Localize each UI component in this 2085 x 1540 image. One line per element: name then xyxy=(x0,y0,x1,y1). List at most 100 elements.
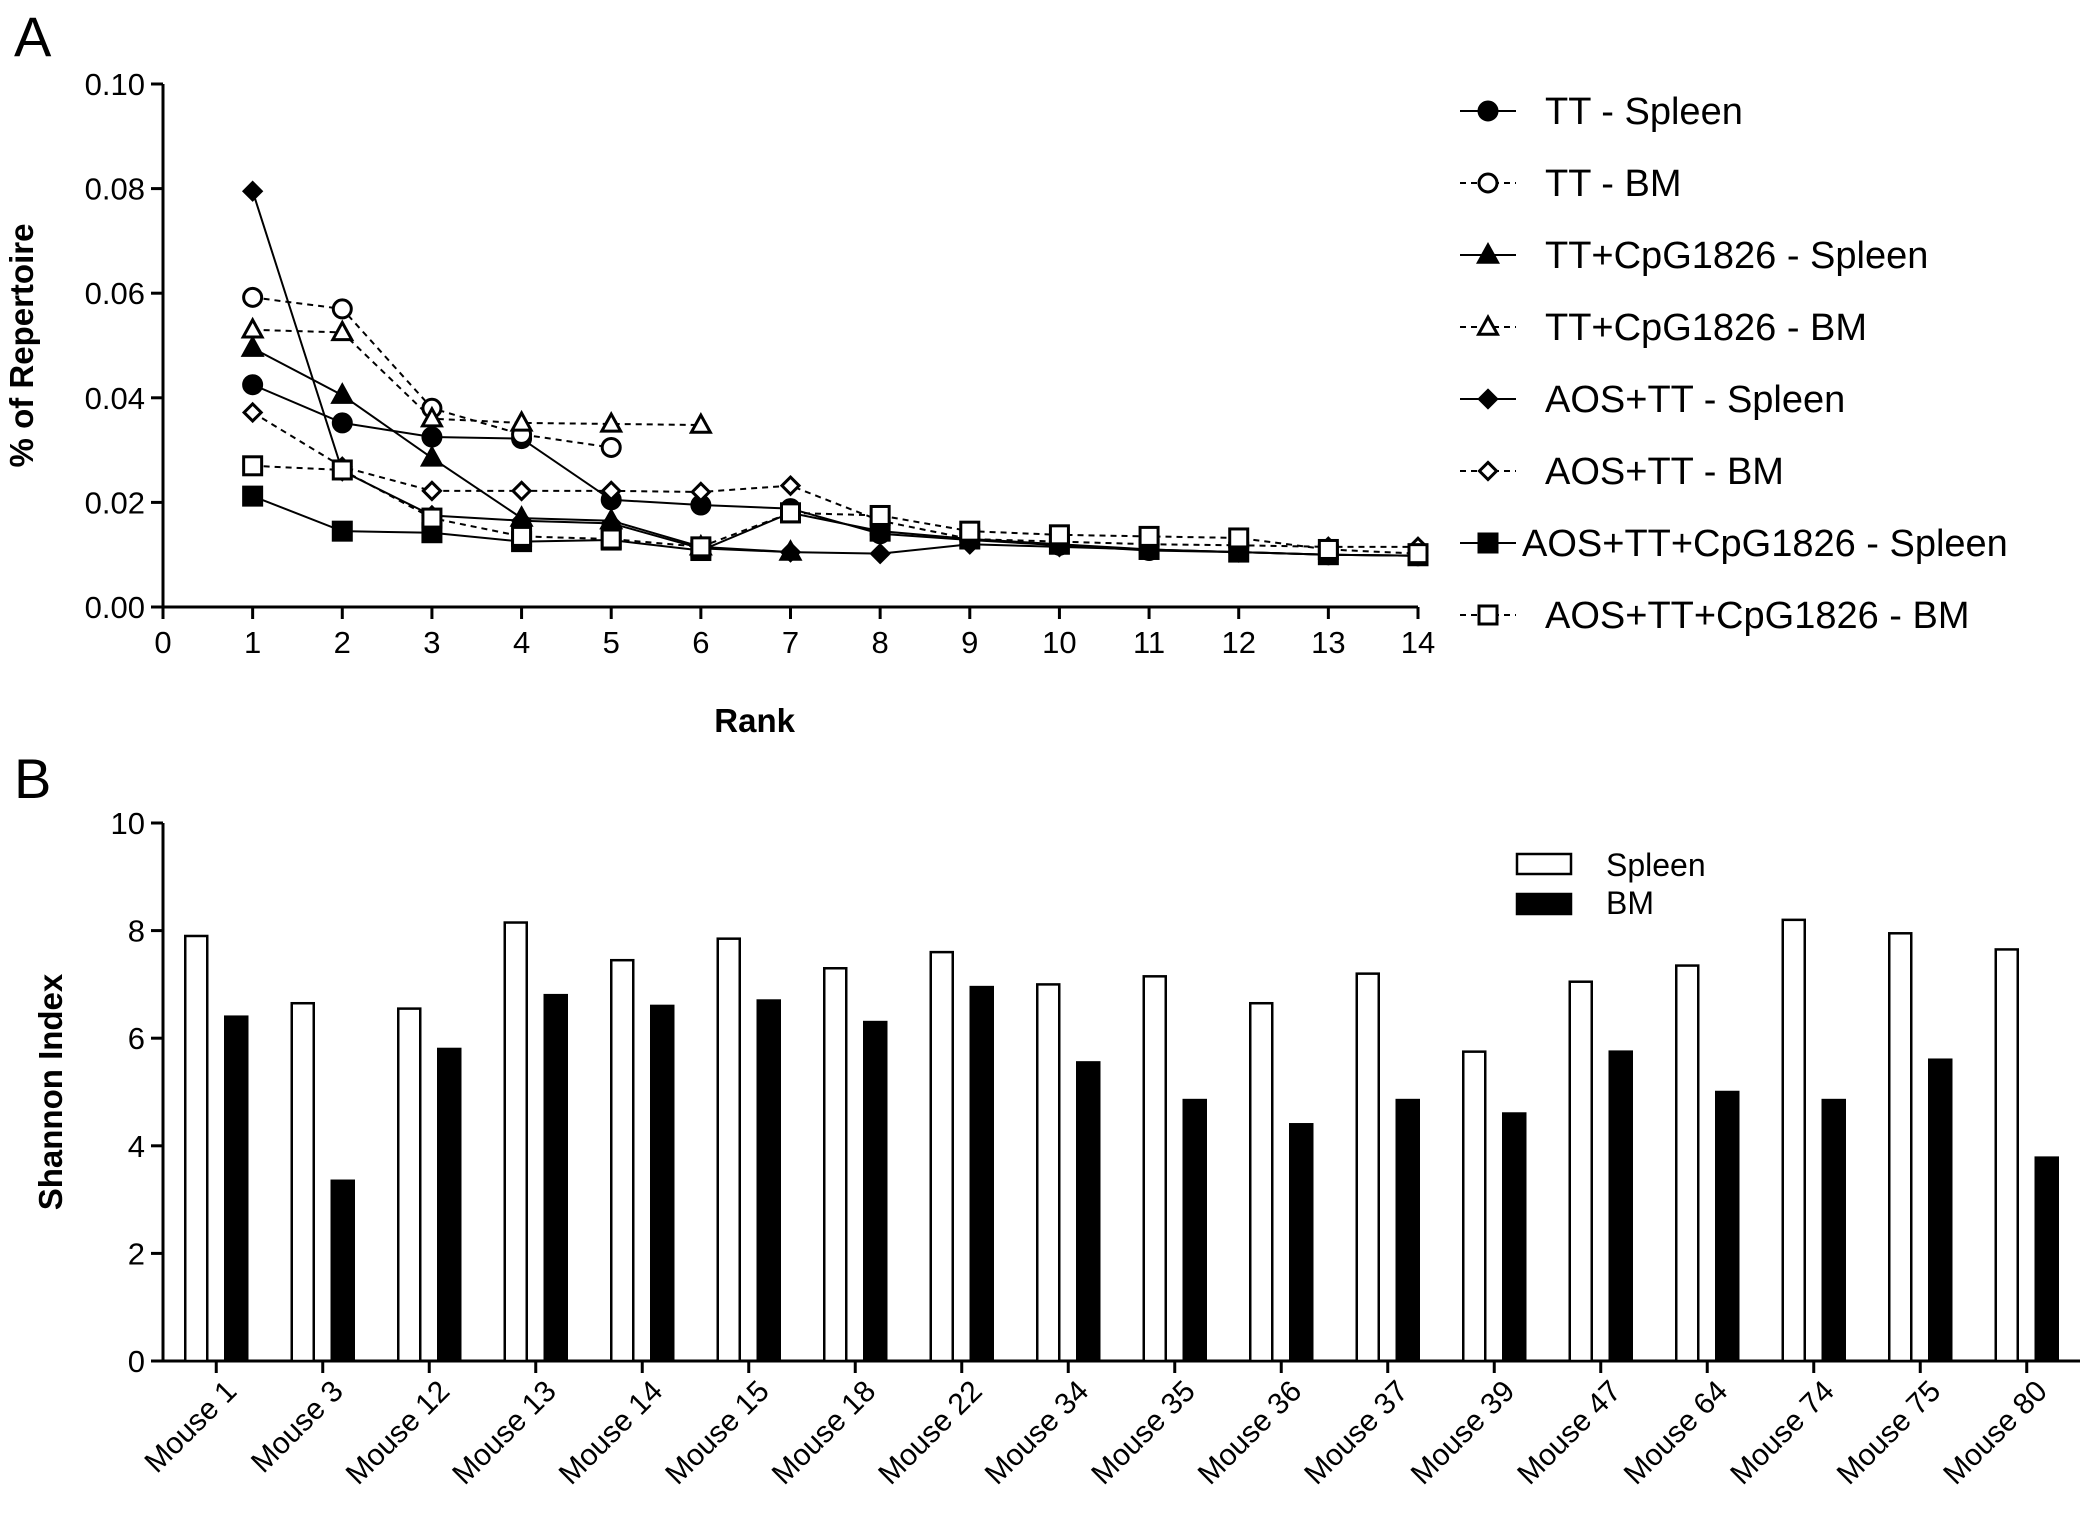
panel-a-x-tick-label: 6 xyxy=(692,625,709,660)
panel-b-category-label: Mouse 34 xyxy=(979,1375,1095,1491)
bar-spleen-mouse-13 xyxy=(503,921,528,1363)
bar-bm-mouse-39 xyxy=(1502,1112,1527,1363)
bar-bm-mouse-1 xyxy=(224,1015,249,1363)
legend-swatch-bm xyxy=(1515,892,1573,916)
legend-marker-tt-spleen xyxy=(1477,100,1499,122)
data-point-tt-cpg1826-bm xyxy=(330,319,355,342)
data-point-aos-tt-cpg1826-bm xyxy=(690,536,712,558)
panel-a-x-tick-label: 14 xyxy=(1401,625,1435,660)
panel-a-x-tick-label: 5 xyxy=(603,625,620,660)
panel-b-y-tick-label: 10 xyxy=(111,806,145,841)
panel-a-x-tick-label: 1 xyxy=(244,625,261,660)
data-point-aos-tt-bm xyxy=(241,401,264,424)
data-point-aos-tt-spleen xyxy=(779,541,802,563)
panel-b-category-label: Mouse 39 xyxy=(1405,1375,1521,1491)
legend-item-bm: BM xyxy=(1515,885,1654,921)
data-point-aos-tt-cpg1826-spleen xyxy=(331,520,353,542)
bar-spleen-mouse-14 xyxy=(610,958,635,1363)
legend-swatch-spleen xyxy=(1515,852,1573,876)
panel-b-category-label: Mouse 35 xyxy=(1085,1375,1201,1491)
panel-a-label: A xyxy=(14,5,52,68)
bar-bm-mouse-18 xyxy=(863,1020,888,1363)
panel-b-category-label: Mouse 1 xyxy=(138,1375,243,1480)
data-point-aos-tt-cpg1826-bm xyxy=(1228,527,1250,549)
legend-label-tt-cpg1826-bm: TT+CpG1826 - BM xyxy=(1545,307,1867,349)
panel-b-y-tick-label: 4 xyxy=(128,1129,145,1164)
legend-marker-tt-cpg1826-bm xyxy=(1476,313,1500,336)
bar-bm-mouse-13 xyxy=(543,993,568,1363)
data-point-aos-tt-cpg1826-bm xyxy=(1138,525,1160,547)
panel-b-category-label: Mouse 22 xyxy=(872,1375,988,1491)
panel-a-x-tick-label: 12 xyxy=(1221,625,1255,660)
data-point-tt-cpg1826-bm xyxy=(509,409,534,432)
data-point-aos-tt-cpg1826-bm xyxy=(1407,543,1429,565)
panel-a-x-tick-label: 13 xyxy=(1311,625,1345,660)
data-point-aos-tt-cpg1826-bm xyxy=(242,455,264,477)
panel-b-y-tick-label: 2 xyxy=(128,1236,145,1271)
panel-b-category-label: Mouse 15 xyxy=(659,1375,775,1491)
panel-b-category-label: Mouse 13 xyxy=(446,1375,562,1491)
series-line-tt-cpg1826-bm xyxy=(252,328,701,426)
panel-a-y-tick-label: 0.02 xyxy=(85,485,145,520)
legend-item-tt-bm: TT - BM xyxy=(1460,163,1682,205)
legend-marker-tt-cpg1826-spleen xyxy=(1476,241,1500,264)
bar-spleen-mouse-74 xyxy=(1781,918,1806,1363)
panel-b-category-label: Mouse 36 xyxy=(1192,1375,1308,1491)
panel-a-x-tick-label: 9 xyxy=(961,625,978,660)
panel-a-y-tick-label: 0.10 xyxy=(85,67,145,102)
data-point-aos-tt-bm xyxy=(779,474,802,497)
panel-a-x-tick-label: 7 xyxy=(782,625,799,660)
panel-b-label: B xyxy=(14,747,51,810)
panel-a-x-tick-label: 4 xyxy=(513,625,530,660)
legend-item-tt-cpg1826-bm: TT+CpG1826 - BM xyxy=(1460,307,1867,349)
data-point-aos-tt-cpg1826-bm xyxy=(331,459,353,481)
series-line-aos-tt-bm xyxy=(252,411,1418,548)
data-point-aos-tt-cpg1826-bm xyxy=(421,507,443,529)
data-point-aos-tt-cpg1826-bm xyxy=(1048,524,1070,546)
data-point-tt-cpg1826-spleen xyxy=(419,444,444,467)
data-point-aos-tt-cpg1826-bm xyxy=(600,528,622,550)
bar-bm-mouse-47 xyxy=(1608,1050,1633,1363)
data-point-aos-tt-cpg1826-bm xyxy=(959,520,981,542)
legend-marker-aos-tt-spleen xyxy=(1477,388,1499,410)
bar-spleen-mouse-80 xyxy=(1994,948,2019,1363)
legend-item-aos-tt-cpg1826-spleen: AOS+TT+CpG1826 - Spleen xyxy=(1460,523,2008,565)
bar-spleen-mouse-12 xyxy=(397,1007,422,1363)
legend-item-tt-cpg1826-spleen: TT+CpG1826 - Spleen xyxy=(1460,235,1928,277)
panel-a-y-tick-label: 0.00 xyxy=(85,590,145,625)
data-point-tt-spleen xyxy=(331,412,353,434)
panel-b-category-label: Mouse 14 xyxy=(553,1375,669,1491)
bar-bm-mouse-36 xyxy=(1289,1123,1314,1363)
legend-label-aos-tt-cpg1826-bm: AOS+TT+CpG1826 - BM xyxy=(1545,595,1970,637)
panel-a-x-tick-label: 3 xyxy=(423,625,440,660)
panel-a-y-tick-label: 0.06 xyxy=(85,276,145,311)
legend-item-tt-spleen: TT - Spleen xyxy=(1460,91,1743,133)
data-point-tt-cpg1826-bm xyxy=(688,411,713,434)
panel-a-x-tick-label: 2 xyxy=(334,625,351,660)
panel-b-category-label: Mouse 74 xyxy=(1724,1375,1840,1491)
legend-label-spleen: Spleen xyxy=(1606,847,1706,883)
bar-bm-mouse-35 xyxy=(1182,1098,1207,1363)
data-point-tt-cpg1826-bm xyxy=(419,405,444,428)
legend-label-tt-spleen: TT - Spleen xyxy=(1545,91,1743,133)
bar-spleen-mouse-15 xyxy=(716,937,741,1363)
panel-b-category-label: Mouse 12 xyxy=(340,1375,456,1491)
bar-bm-mouse-34 xyxy=(1076,1061,1101,1363)
data-point-tt-bm xyxy=(331,298,353,320)
legend-marker-aos-tt-cpg1826-spleen xyxy=(1477,532,1499,554)
bar-spleen-mouse-1 xyxy=(184,934,209,1363)
data-point-aos-tt-bm xyxy=(421,480,443,502)
legend-label-tt-bm: TT - BM xyxy=(1545,163,1682,205)
legend-marker-tt-bm xyxy=(1477,172,1499,194)
data-point-aos-tt-cpg1826-bm xyxy=(511,525,533,547)
panel-b-category-label: Mouse 75 xyxy=(1831,1375,1947,1491)
legend-label-aos-tt-cpg1826-spleen: AOS+TT+CpG1826 - Spleen xyxy=(1522,523,2008,565)
series-line-aos-tt-cpg1826-spleen xyxy=(252,495,1419,557)
data-point-tt-bm xyxy=(600,436,622,458)
data-point-tt-bm xyxy=(242,286,264,308)
bar-bm-mouse-80 xyxy=(2034,1156,2059,1363)
legend-label-aos-tt-spleen: AOS+TT - Spleen xyxy=(1545,379,1845,421)
bar-spleen-mouse-75 xyxy=(1888,932,1913,1363)
legend-item-spleen: Spleen xyxy=(1515,847,1706,883)
panel-a-x-axis-title: Rank xyxy=(714,702,795,739)
